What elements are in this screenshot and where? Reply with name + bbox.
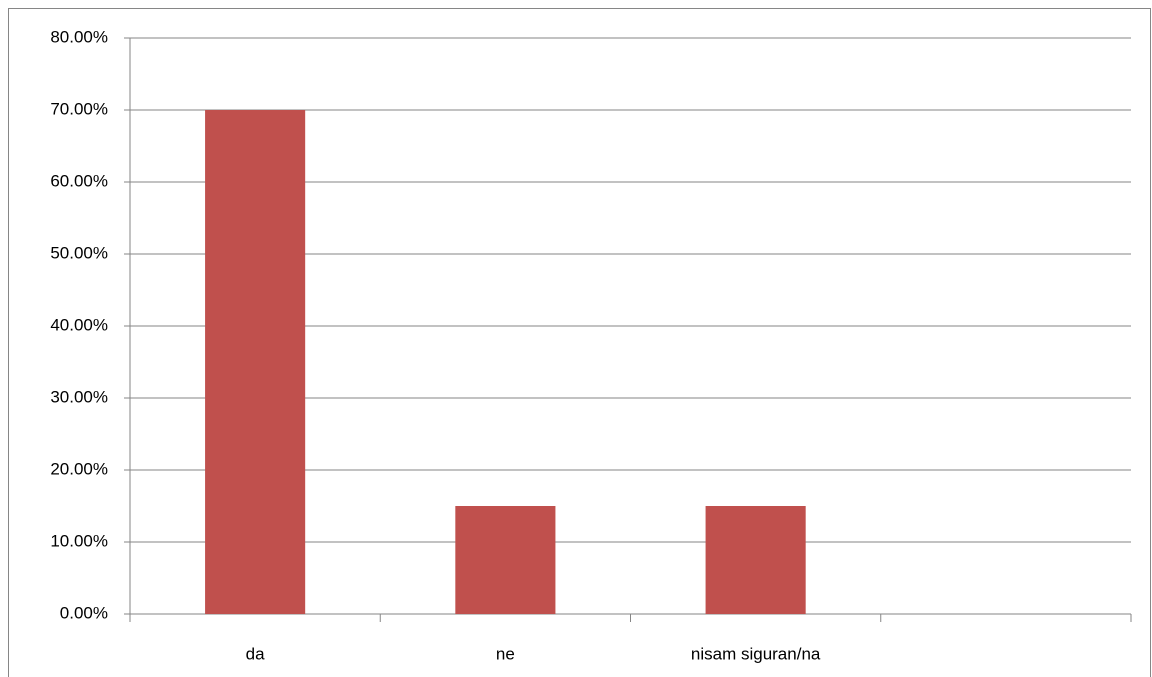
y-tick-label: 0.00% bbox=[60, 603, 108, 622]
y-tick-label: 50.00% bbox=[50, 243, 108, 262]
y-tick-label: 80.00% bbox=[50, 27, 108, 46]
y-tick-label: 60.00% bbox=[50, 171, 108, 190]
x-tick-label: nisam siguran/na bbox=[691, 644, 821, 663]
bar bbox=[205, 110, 306, 614]
y-tick-label: 70.00% bbox=[50, 99, 108, 118]
x-tick-label: da bbox=[246, 644, 265, 663]
y-tick-label: 10.00% bbox=[50, 531, 108, 550]
y-tick-label: 20.00% bbox=[50, 459, 108, 478]
x-tick-label: ne bbox=[496, 644, 515, 663]
y-tick-label: 40.00% bbox=[50, 315, 108, 334]
bar bbox=[455, 506, 556, 614]
chart-border bbox=[8, 8, 1151, 677]
y-tick-label: 30.00% bbox=[50, 387, 108, 406]
bar bbox=[705, 506, 806, 614]
